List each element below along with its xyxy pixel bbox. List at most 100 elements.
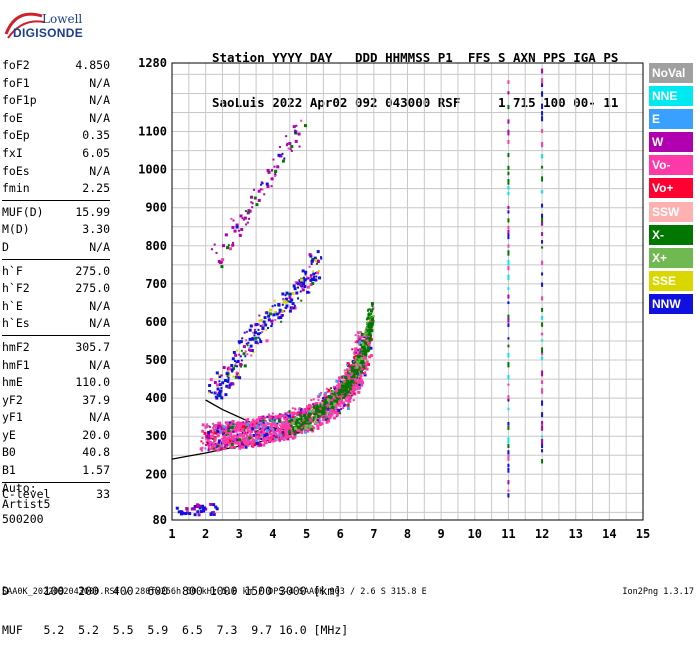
- param-name: C-level: [2, 486, 51, 501]
- echo-point: [238, 432, 242, 436]
- echo-point: [212, 432, 215, 435]
- echo-point: [234, 441, 238, 445]
- param-name: foEs: [2, 163, 30, 178]
- echo-point: [245, 339, 248, 342]
- interference-line-segment: [541, 103, 544, 110]
- echo-point: [292, 429, 296, 433]
- echo-point: [328, 405, 332, 409]
- param-row: foF2 4.850: [2, 57, 110, 75]
- interference-line-segment: [507, 383, 510, 386]
- echo-point: [339, 405, 342, 408]
- interference-line-segment: [541, 352, 544, 356]
- echo-point: [289, 434, 293, 438]
- echo-point: [335, 379, 339, 383]
- echo-point: [255, 418, 259, 422]
- echo-point: [261, 324, 264, 327]
- echo-point: [267, 170, 271, 174]
- echo-point: [356, 368, 360, 372]
- echo-point: [196, 510, 200, 514]
- interference-line-segment: [507, 218, 510, 223]
- echo-point: [295, 124, 298, 127]
- echo-point: [311, 412, 314, 415]
- echo-point: [275, 312, 279, 316]
- echo-point: [320, 256, 323, 259]
- echo-point: [237, 374, 240, 377]
- y-tick-label: 1280: [138, 56, 167, 70]
- echo-point: [226, 431, 230, 435]
- echo-point: [338, 378, 341, 381]
- echo-point: [267, 327, 270, 330]
- echo-point: [277, 316, 281, 320]
- echo-point: [292, 418, 296, 422]
- echo-point: [235, 361, 238, 364]
- interference-line-segment: [507, 129, 510, 136]
- echo-point: [316, 426, 319, 429]
- interference-line-segment: [541, 347, 544, 354]
- muf-distance-table: D 100 200 400 600 800 1000 1500 3000 [km…: [2, 559, 348, 650]
- echo-point: [241, 423, 244, 426]
- interference-line-segment: [507, 139, 510, 145]
- echo-point: [337, 390, 341, 394]
- echo-point: [278, 308, 282, 312]
- echo-point: [343, 389, 346, 392]
- echo-point: [251, 206, 254, 209]
- echo-point: [238, 427, 241, 430]
- echo-point: [303, 415, 306, 418]
- echo-point: [239, 421, 242, 424]
- echo-point: [323, 398, 327, 402]
- echo-point: [323, 406, 326, 409]
- echo-point: [313, 407, 316, 410]
- echo-point: [325, 404, 329, 408]
- echo-point: [280, 155, 283, 158]
- echo-point: [264, 439, 267, 442]
- echo-point: [246, 422, 250, 426]
- param-row: fmin 2.25: [2, 180, 110, 198]
- echo-point: [271, 439, 275, 443]
- echo-point: [262, 419, 265, 422]
- echo-point: [253, 188, 256, 191]
- echo-point: [210, 434, 214, 438]
- echo-point: [262, 320, 266, 324]
- echo-point: [250, 354, 253, 357]
- interference-line-segment: [541, 260, 544, 266]
- echo-point: [205, 435, 209, 439]
- echo-point: [270, 177, 274, 181]
- interference-line-segment: [541, 322, 544, 327]
- echo-point: [369, 329, 373, 333]
- echo-point: [278, 145, 281, 148]
- echo-point: [305, 413, 309, 417]
- echo-point: [300, 286, 303, 289]
- echo-point: [290, 149, 293, 152]
- echo-point: [239, 434, 243, 438]
- echo-point: [204, 447, 207, 450]
- interference-line-segment: [507, 259, 510, 266]
- echo-point: [243, 364, 247, 368]
- echo-point: [213, 444, 217, 448]
- echo-point: [257, 323, 260, 326]
- param-value: N/A: [89, 75, 110, 90]
- echo-point: [282, 431, 285, 434]
- echo-point: [180, 510, 184, 514]
- echo-point: [251, 427, 255, 431]
- echo-point: [270, 424, 274, 428]
- echo-point: [315, 275, 318, 278]
- echo-point: [335, 391, 338, 394]
- echo-point: [251, 423, 254, 426]
- param-name: foF1: [2, 75, 30, 90]
- echo-point: [333, 386, 337, 390]
- echo-point: [298, 407, 301, 410]
- echo-point: [220, 444, 223, 447]
- echo-point: [309, 421, 312, 424]
- echo-point: [352, 374, 355, 377]
- echo-point: [301, 269, 305, 273]
- echo-point: [284, 414, 287, 417]
- echo-point: [276, 165, 280, 169]
- echo-point: [199, 447, 203, 451]
- echo-point: [292, 125, 296, 129]
- echo-point: [200, 440, 203, 443]
- param-row: B0 40.8: [2, 444, 110, 462]
- echo-point: [364, 371, 367, 374]
- echo-point: [229, 424, 233, 428]
- echo-point: [357, 369, 361, 373]
- interference-line-segment: [507, 463, 510, 467]
